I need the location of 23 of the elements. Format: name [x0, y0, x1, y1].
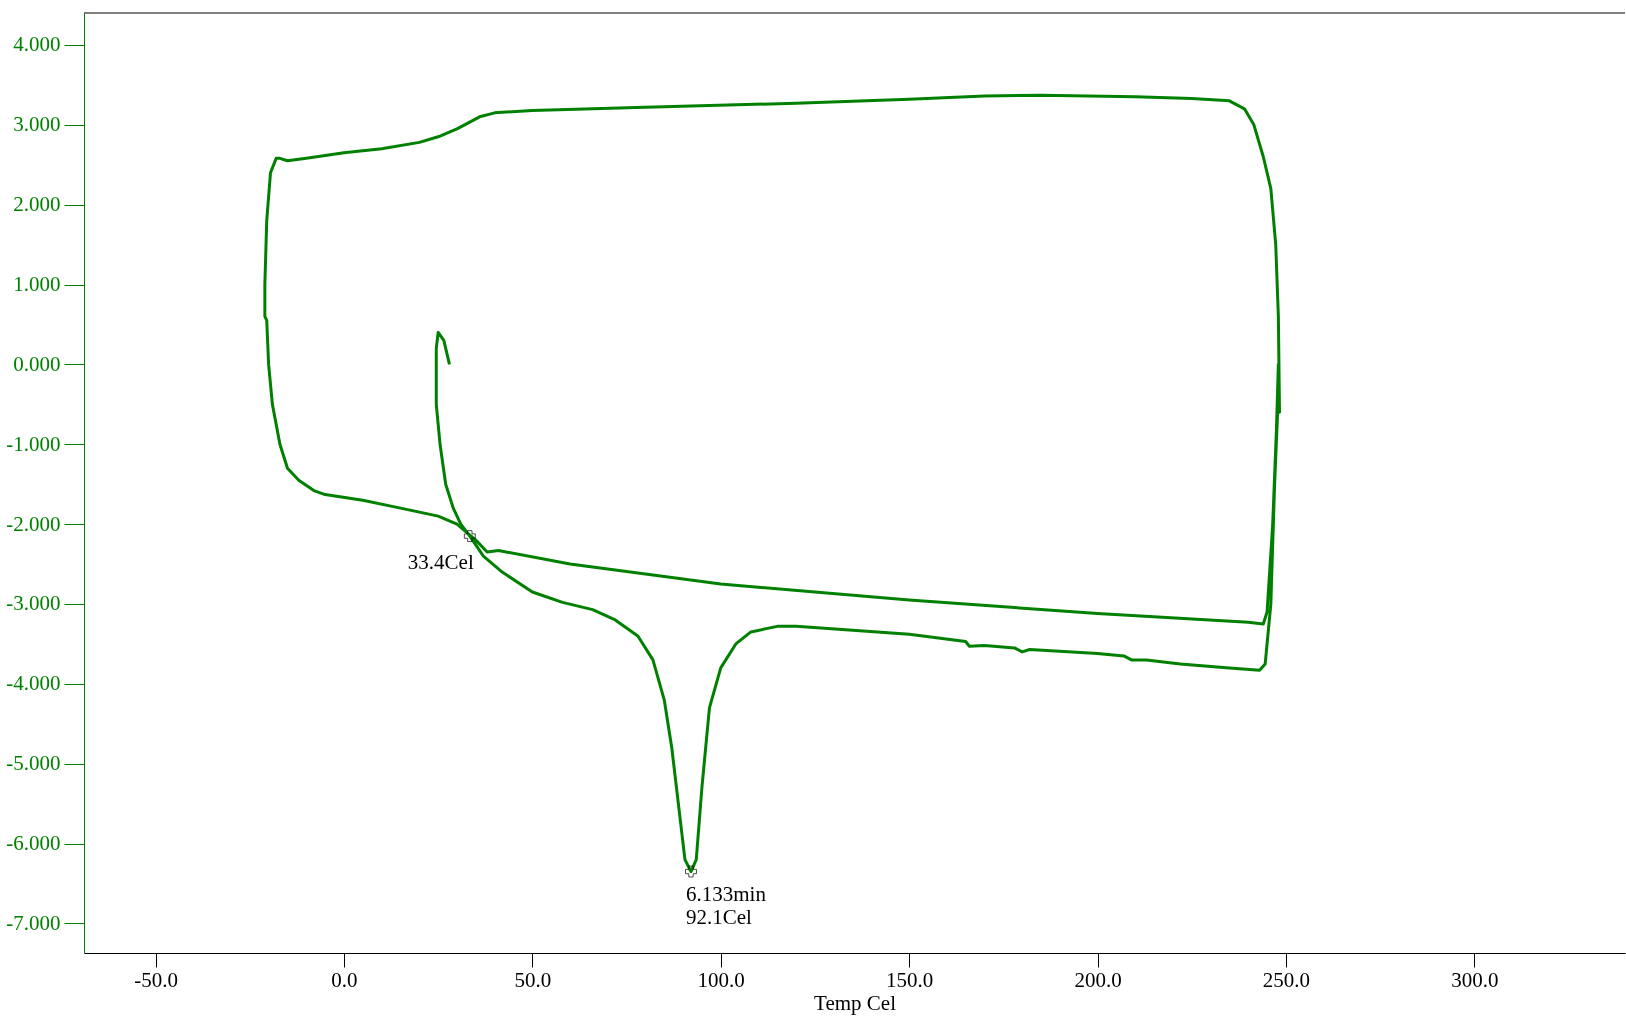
x-tick-label: -50.0: [134, 967, 178, 992]
y-tick-label: -4.000: [6, 671, 61, 696]
y-tick-label: 3.000: [13, 112, 61, 137]
annotation: 33.4Cel: [407, 550, 474, 575]
x-tick-label: 250.0: [1262, 967, 1311, 992]
x-tick-label: 0.0: [331, 967, 358, 992]
x-tick-label: 100.0: [697, 967, 745, 992]
y-tick-label: -7.000: [6, 910, 61, 935]
x-axis-title: Temp Cel: [814, 990, 897, 1015]
x-tick-label: 50.0: [514, 967, 552, 992]
y-tick-label: -6.000: [6, 831, 61, 856]
y-tick-label: -3.000: [6, 591, 61, 616]
y-tick-label: -5.000: [6, 751, 61, 776]
y-tick-label: -1.000: [6, 431, 61, 456]
annotation: 6.133min 92.1Cel: [685, 881, 767, 929]
x-tick-label: 300.0: [1451, 967, 1499, 992]
x-tick-label: 150.0: [886, 967, 934, 992]
y-tick-label: 2.000: [13, 192, 61, 217]
y-tick-label: -2.000: [6, 511, 61, 536]
y-tick-label: 1.000: [13, 272, 61, 297]
x-tick-label: 200.0: [1074, 967, 1122, 992]
y-tick-label: 4.000: [13, 32, 61, 57]
y-tick-label: 0.000: [13, 351, 61, 376]
